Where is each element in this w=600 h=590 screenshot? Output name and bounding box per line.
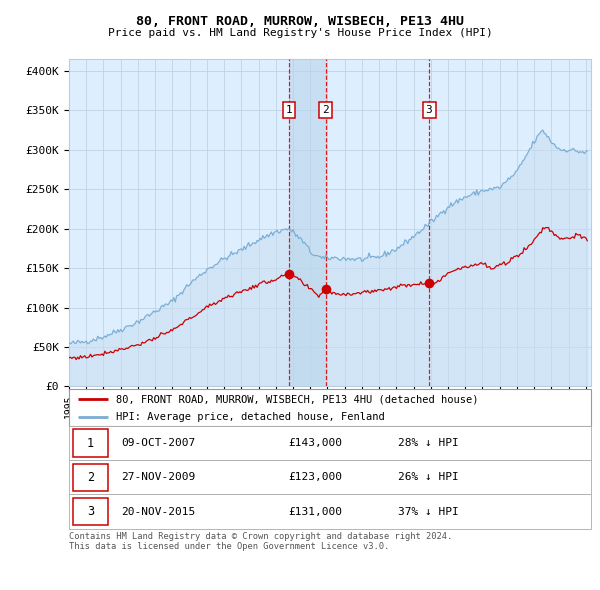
Text: 2: 2 [87,471,94,484]
Text: 1: 1 [286,105,292,115]
Bar [289,59,326,386]
Bar [73,498,108,525]
Text: 80, FRONT ROAD, MURROW, WISBECH, PE13 4HU (detached house): 80, FRONT ROAD, MURROW, WISBECH, PE13 4H… [116,394,478,404]
Text: £123,000: £123,000 [288,473,342,482]
Text: 37% ↓ HPI: 37% ↓ HPI [398,507,458,516]
Text: £143,000: £143,000 [288,438,342,448]
Text: 80, FRONT ROAD, MURROW, WISBECH, PE13 4HU: 80, FRONT ROAD, MURROW, WISBECH, PE13 4H… [136,15,464,28]
Bar [73,430,108,457]
Text: 28% ↓ HPI: 28% ↓ HPI [398,438,458,448]
Text: 1: 1 [87,437,94,450]
Text: 3: 3 [87,505,94,518]
Text: Contains HM Land Registry data © Crown copyright and database right 2024.
This d: Contains HM Land Registry data © Crown c… [69,532,452,551]
Text: £131,000: £131,000 [288,507,342,516]
Text: Price paid vs. HM Land Registry's House Price Index (HPI): Price paid vs. HM Land Registry's House … [107,28,493,38]
Bar [73,464,108,491]
Text: 09-OCT-2007: 09-OCT-2007 [121,438,196,448]
Text: 27-NOV-2009: 27-NOV-2009 [121,473,196,482]
Text: 3: 3 [425,105,433,115]
Text: 2: 2 [322,105,329,115]
Text: HPI: Average price, detached house, Fenland: HPI: Average price, detached house, Fenl… [116,412,385,422]
Text: 26% ↓ HPI: 26% ↓ HPI [398,473,458,482]
Text: 20-NOV-2015: 20-NOV-2015 [121,507,196,516]
